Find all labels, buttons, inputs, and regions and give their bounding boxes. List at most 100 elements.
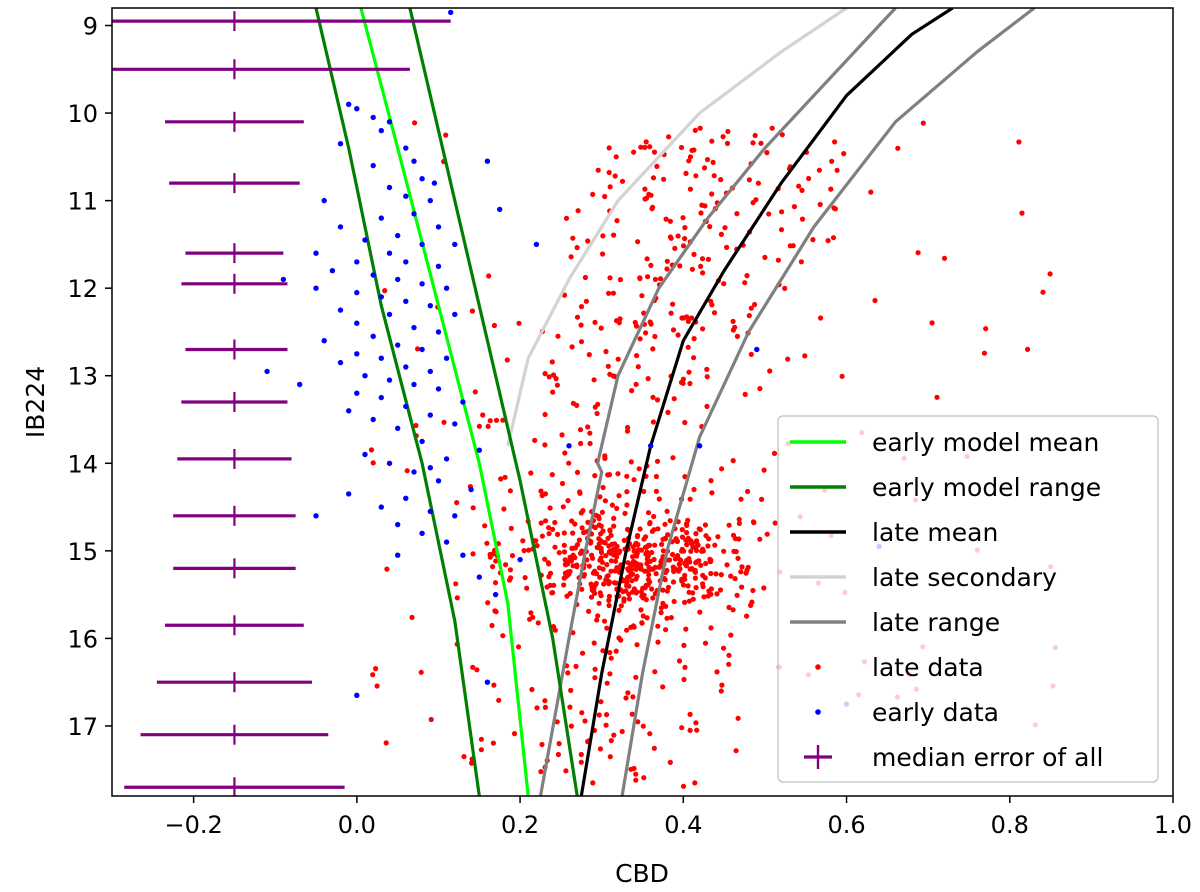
late-data-point (698, 210, 704, 216)
late-data-point (687, 711, 693, 718)
late-data-point (658, 610, 664, 616)
late-data-point (600, 566, 606, 572)
late-data-point (583, 298, 590, 304)
late-data-point (689, 315, 695, 321)
early-data-point (337, 307, 344, 313)
late-data-point (724, 244, 730, 250)
early-data-point (452, 421, 458, 427)
median-error-bar (169, 173, 300, 194)
late-data-point (592, 675, 598, 681)
late-data-point (567, 704, 573, 710)
late-data-point (598, 325, 604, 331)
late-data-point (682, 419, 688, 426)
late-data-point (655, 526, 661, 532)
late-data-point (504, 357, 510, 363)
late-data-point (634, 353, 640, 359)
early-data-points (264, 9, 882, 707)
early-data-point (313, 513, 319, 519)
late-data-point (637, 526, 643, 532)
late-data-point (664, 588, 670, 594)
late-data-point (682, 236, 688, 242)
y-tick-label: 10 (67, 100, 98, 128)
late-data-point (685, 318, 692, 324)
early-data-point (431, 180, 438, 186)
late-data-point (607, 371, 613, 377)
early-data-point (484, 158, 491, 164)
late-data-point (612, 568, 618, 574)
legend-label: late mean (872, 518, 998, 547)
early-data-point (403, 259, 409, 265)
late-data-point (615, 471, 621, 477)
late-data-point (839, 373, 845, 379)
late-data-point (606, 597, 612, 604)
late-data-point (453, 581, 459, 587)
early-data-point (329, 268, 336, 274)
early-model-mean-line (359, 8, 530, 796)
late-data-point (661, 176, 667, 182)
late-data-point (574, 564, 580, 570)
early-data-point (435, 478, 442, 484)
late-data-point (640, 723, 646, 729)
late-data-point (725, 128, 731, 135)
late-data-point (762, 254, 768, 260)
late-data-point (691, 486, 697, 493)
late-data-point (508, 525, 514, 532)
late-data-point (703, 533, 709, 539)
late-data-point (630, 554, 636, 560)
late-data-point (637, 336, 643, 342)
late-data-point (701, 165, 708, 171)
late-data-point (677, 263, 683, 269)
late-data-point (728, 632, 734, 638)
late-data-point (791, 204, 798, 210)
late-data-point (764, 531, 770, 537)
late-data-point (700, 326, 706, 332)
late-data-point (749, 599, 755, 605)
late-data-point (625, 560, 631, 566)
late-data-point (560, 504, 566, 510)
late-data-point (818, 315, 824, 321)
late-data-point (404, 468, 410, 474)
early-data-point (354, 351, 360, 357)
early-data-point (566, 443, 572, 449)
late-data-point (650, 595, 656, 601)
early-data-point (337, 359, 344, 366)
late-data-point (569, 518, 575, 524)
late-data-point (482, 523, 488, 529)
late-data-point (578, 759, 584, 765)
early-data-point (411, 158, 417, 164)
late-data-point (412, 120, 418, 126)
late-data-point (601, 618, 608, 624)
early-data-point (460, 399, 466, 405)
late-data-point (604, 680, 610, 686)
late-data-point (751, 520, 757, 526)
late-data-point (649, 549, 655, 556)
late-data-point (779, 209, 785, 215)
late-data-point (679, 527, 685, 533)
early-data-point (476, 447, 482, 453)
late-data-point (724, 140, 731, 146)
early-data-point (386, 460, 393, 466)
late-data-point (688, 548, 694, 554)
late-data-point (748, 305, 754, 311)
median-error-bar (173, 505, 296, 526)
late-data-point (746, 313, 752, 319)
late-data-point (633, 674, 639, 680)
late-data-point (501, 506, 507, 512)
late-data-point (470, 505, 476, 511)
late-data-point (631, 149, 637, 155)
late-data-point (644, 615, 650, 621)
late-data-point (550, 590, 556, 596)
late-data-point (542, 442, 548, 448)
late-data-point (454, 595, 460, 601)
late-data-point (920, 120, 926, 126)
late-data-point (490, 564, 496, 570)
early-model-range-line-right (408, 8, 579, 796)
late-data-point (667, 234, 674, 240)
late-data-point (680, 582, 687, 588)
early-data-point (435, 263, 442, 269)
late-data-point (872, 297, 878, 304)
late-data-point (624, 489, 630, 495)
late-data-point (708, 570, 714, 577)
late-data-point (643, 534, 649, 540)
early-data-point (337, 224, 344, 230)
